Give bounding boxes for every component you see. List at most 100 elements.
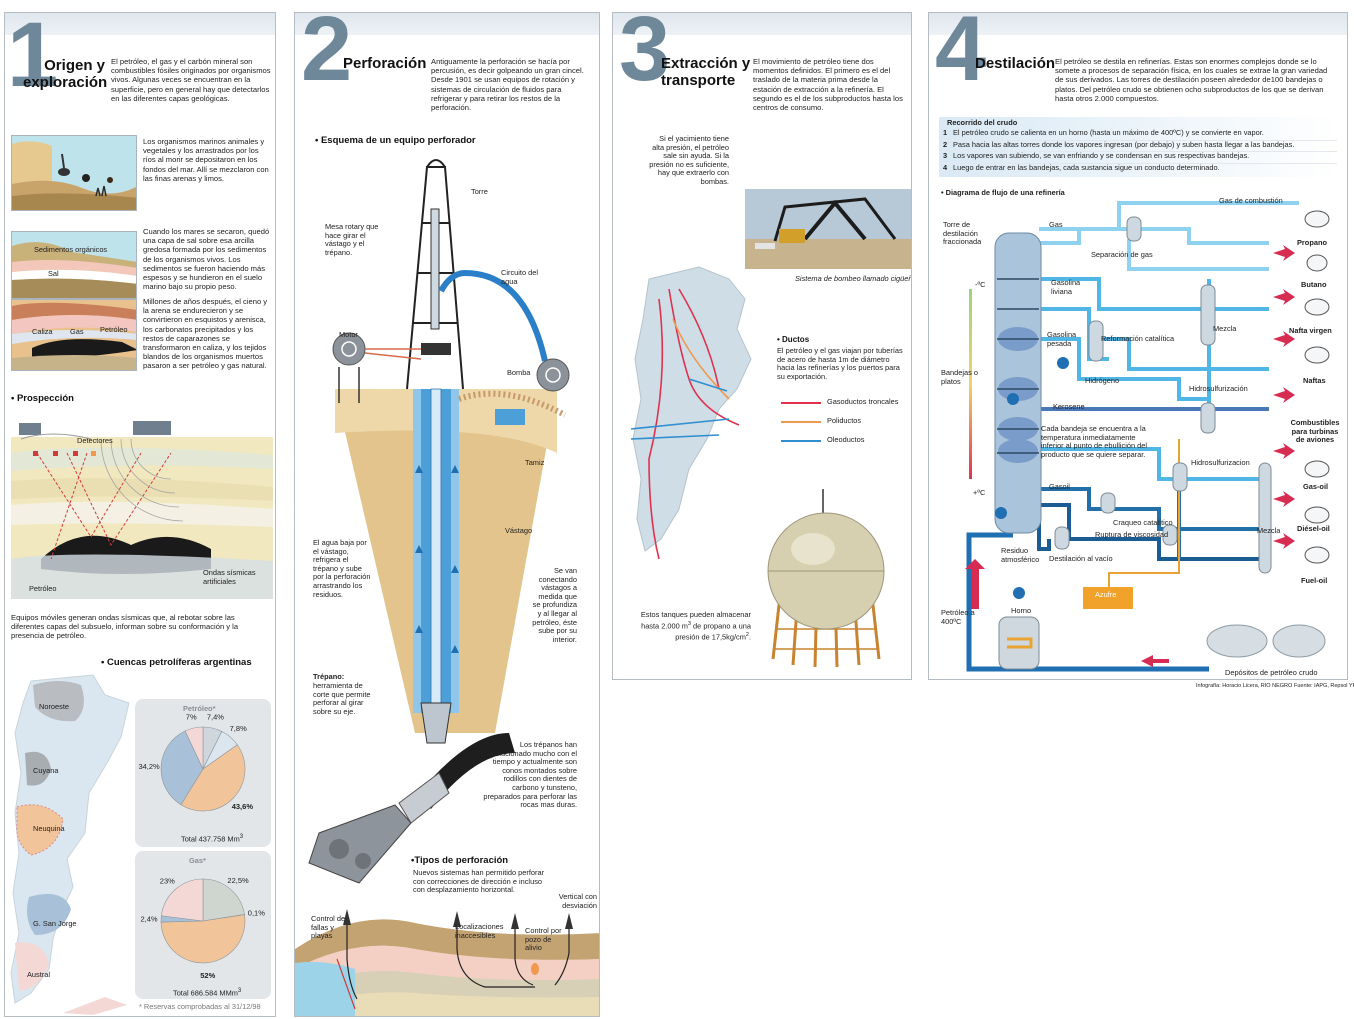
label-azufre: Azufre	[1095, 590, 1117, 599]
label-vastago: Vástago	[505, 526, 533, 535]
petroleo-total: Total 437.758 Mm3	[181, 834, 244, 844]
label-conectando: Se van conectando vástagos a medida que …	[532, 566, 577, 644]
label-tipo-localizaciones: Localizaciones inaccesibles	[455, 922, 504, 940]
source: Fuente: IAPG, Repsol YPF	[1294, 683, 1354, 689]
basin-san-jorge	[27, 893, 71, 935]
pie-slice-label: 23%	[160, 876, 175, 885]
legend-item: Poliductos	[781, 412, 898, 431]
intro-text: El petróleo, el gas y el carbón mineral …	[111, 57, 271, 103]
pie-slice	[160, 878, 204, 922]
label-tipo-vertical: Vertical con desviación	[558, 892, 597, 910]
product-label: Fuel-oil	[1301, 576, 1328, 585]
drilling-rig-diagram	[332, 159, 570, 744]
step1-text: Los organismos marinos animales y vegeta…	[143, 137, 269, 183]
petroleo-pie-title: Petróleo*	[183, 704, 216, 713]
label-cada-bandeja: Cada bandeja se encuentra a la temperatu…	[1041, 424, 1148, 459]
pie-slice	[180, 744, 246, 812]
label-ondas: Ondas sísmicas artificiales	[203, 568, 256, 586]
label-horno: Horno	[1011, 606, 1032, 615]
pipeline-map	[630, 266, 752, 560]
label-craqueo: Craqueo catalítico	[1113, 518, 1173, 527]
basin-label: Neuquina	[33, 824, 65, 833]
label-prosp-petroleo: Petróleo	[29, 584, 57, 593]
pie-slice-label: 52%	[200, 971, 215, 980]
label-trepano: herramienta de corte que permite perfora…	[313, 681, 371, 716]
legend-swatch	[781, 420, 821, 423]
recorrido-step: 4 Luego de entrar en las bandejas, cada s…	[943, 162, 1220, 172]
panel-number: 3	[619, 12, 671, 100]
label-reformacion: Reformación catalítica	[1101, 334, 1175, 343]
label-detectores: Detectores	[77, 436, 113, 445]
legend-item: Gasoductos troncales	[781, 393, 898, 412]
pie-slice	[202, 878, 245, 922]
label-petroleo-400: Petróleo a 400ºC	[941, 608, 975, 626]
panel-number: 2	[301, 12, 353, 100]
label-motor: Motor	[339, 330, 358, 339]
product-label: Diésel-oil	[1297, 524, 1330, 533]
label-mezcla: Mezcla	[1213, 324, 1237, 333]
basin-noroeste	[33, 681, 84, 722]
pie-slice-label: 7,8%	[230, 724, 247, 733]
label-tamiz: Tamiz	[525, 458, 545, 467]
argentina-basins-map	[10, 674, 130, 1015]
ductos-text: El petróleo y el gas viajan por tuberías…	[777, 346, 903, 381]
label-minus-c: -ºC	[975, 280, 986, 289]
basin-label: Cuyana	[33, 766, 59, 775]
label-mezcla2: Mezcla	[1257, 526, 1281, 535]
basin-label: G. San Jorge	[33, 919, 77, 928]
pie-slice-label: 22,5%	[227, 876, 249, 885]
label-gas: Gas	[70, 327, 84, 336]
basin-label: Austral	[27, 970, 51, 979]
panel-number: 4	[935, 12, 987, 100]
label-ruptura: Ruptura de viscosidad	[1095, 530, 1169, 539]
recorrido-box	[939, 117, 1339, 177]
product-label: Propano	[1297, 238, 1327, 247]
prospeccion-diagram	[11, 421, 273, 599]
recorrido-title: Recorrido del crudo	[947, 118, 1018, 127]
panel-title: Destilación	[975, 55, 1056, 72]
label-plus-c: +ºC	[973, 488, 986, 497]
step2-text: Cuando los mares se secaron, quedó una c…	[143, 227, 270, 292]
recorrido-step: 1 El petróleo crudo se calienta en un hor…	[943, 128, 1337, 141]
gas-pie-title: Gas*	[189, 856, 206, 865]
label-circuito: Circuito del agua	[501, 268, 538, 286]
refinery-flow-diagram	[965, 201, 1330, 672]
intro-text: El petróleo se destila en refinerías. Es…	[1055, 57, 1328, 103]
gas-total: Total 686.584 MMm3	[173, 988, 242, 998]
intro-text: El movimiento de petróleo tiene dos mome…	[753, 57, 903, 113]
legend-item: Oleoductos	[781, 431, 898, 450]
label-depositos: Depósitos de petróleo crudo	[1225, 668, 1318, 677]
label-gasolina-liviana: Gasolina liviana	[1051, 278, 1081, 296]
tipos-title: •Tipos de perforación	[411, 855, 509, 866]
recorrido-step: 2 Pasa hacia las altas torres donde los v…	[943, 140, 1337, 152]
pie-slice	[160, 730, 204, 806]
salt-layers	[12, 232, 136, 298]
petroleo-pie-chart: 7,4% 7,8% 43,6% 34,2% 7%	[138, 712, 254, 812]
drilling-types-diagram	[295, 909, 599, 1016]
credit: Infografía: Horacio Licera, RIO NEGRO	[1196, 683, 1293, 689]
label-destilacion-vacio: Destilación al vacío	[1049, 554, 1113, 563]
label-trepano-title: Trépano:	[313, 672, 345, 681]
label-torre: Torre de destilación fraccionada	[943, 220, 982, 247]
product-label: Butano	[1301, 280, 1327, 289]
panel-extraccion: 3 Extracción y transporte El movimiento d…	[612, 12, 912, 680]
product-label: Combustibles para turbinas de aviones	[1290, 418, 1340, 445]
label-hidrosulf2: Hidrosulfurizacion	[1191, 458, 1250, 467]
panel-perforacion: 2 Perforación Antiguamente la perforació…	[294, 12, 600, 1017]
pipeline-legend: Gasoductos troncales Poliductos Oleoduct…	[781, 393, 898, 450]
ductos-title: • Ductos	[777, 335, 810, 344]
pie-slice	[184, 726, 204, 770]
label-gas: Gas	[1049, 220, 1063, 229]
photo-caption: Sistema de bombeo llamado cigüeña.	[795, 274, 912, 283]
intro-text: Antiguamente la perforación se hacía por…	[431, 57, 584, 113]
pie-slice-label: 0,1%	[248, 909, 265, 918]
pie-slice-label: 43,6%	[232, 802, 254, 811]
label-sal: Sal	[48, 269, 59, 278]
pumpjack-photo	[745, 189, 911, 269]
label-tipo-control-pozo: Control por pozo de alivio	[525, 926, 562, 953]
label-torre: Torre	[471, 187, 488, 196]
panel-topbar	[5, 13, 275, 35]
prospeccion-title: • Prospección	[11, 393, 74, 404]
label-gasolina-pesada: Gasolina pesada	[1047, 330, 1077, 348]
reservas-footnote: * Reservas comprobadas al 31/12/98	[139, 1002, 261, 1011]
